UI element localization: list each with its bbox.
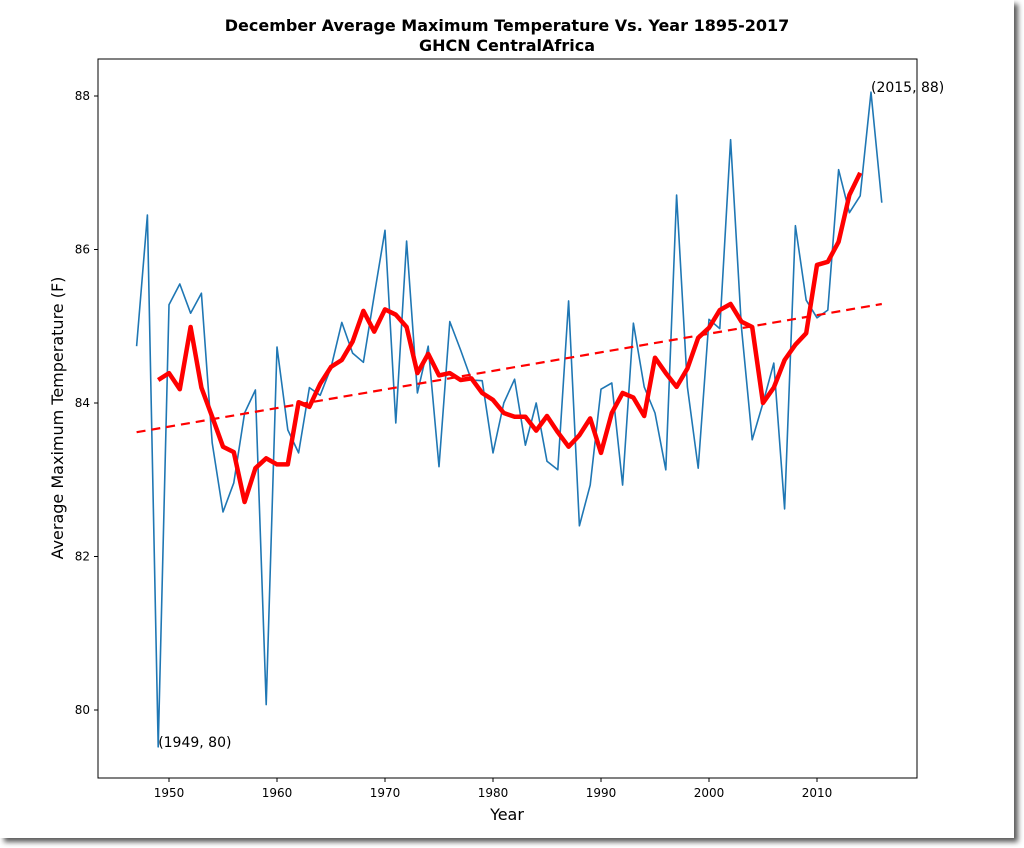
- y-tick-label: 88: [75, 89, 90, 103]
- x-tick-label: 1980: [478, 786, 509, 800]
- x-axis: 1950 1960 1970 1980 1990 2000 2010: [154, 778, 833, 800]
- y-axis: 80 82 84 86 88: [75, 89, 98, 717]
- point-annotation: (1949, 80): [158, 735, 231, 751]
- y-tick-label: 86: [75, 243, 90, 257]
- series-line-trend: [136, 302, 882, 434]
- y-tick-label: 82: [75, 550, 90, 564]
- plot-area: [135, 91, 883, 748]
- y-tick-label: 84: [75, 396, 90, 410]
- figure-frame: [0, 0, 1014, 838]
- x-tick-label: 1950: [154, 786, 185, 800]
- y-axis-label: Average Maximum Temperature (F): [48, 277, 67, 560]
- chart-title: December Average Maximum Temperature Vs.…: [225, 16, 790, 35]
- x-tick-label: 2000: [694, 786, 725, 800]
- x-tick-label: 1960: [262, 786, 293, 800]
- series-line-moving-average: [156, 171, 863, 505]
- annotations: (1949, 80) (2015, 88): [158, 80, 944, 751]
- chart-subtitle: GHCN CentralAfrica: [419, 36, 595, 55]
- axes-frame: [97, 58, 918, 779]
- x-tick-label: 1970: [370, 786, 401, 800]
- point-annotation: (2015, 88): [871, 80, 944, 96]
- x-tick-label: 1990: [586, 786, 617, 800]
- x-tick-label: 2010: [802, 786, 833, 800]
- x-axis-label: Year: [489, 805, 524, 824]
- series-line-annual: [135, 91, 883, 748]
- y-tick-label: 80: [75, 703, 90, 717]
